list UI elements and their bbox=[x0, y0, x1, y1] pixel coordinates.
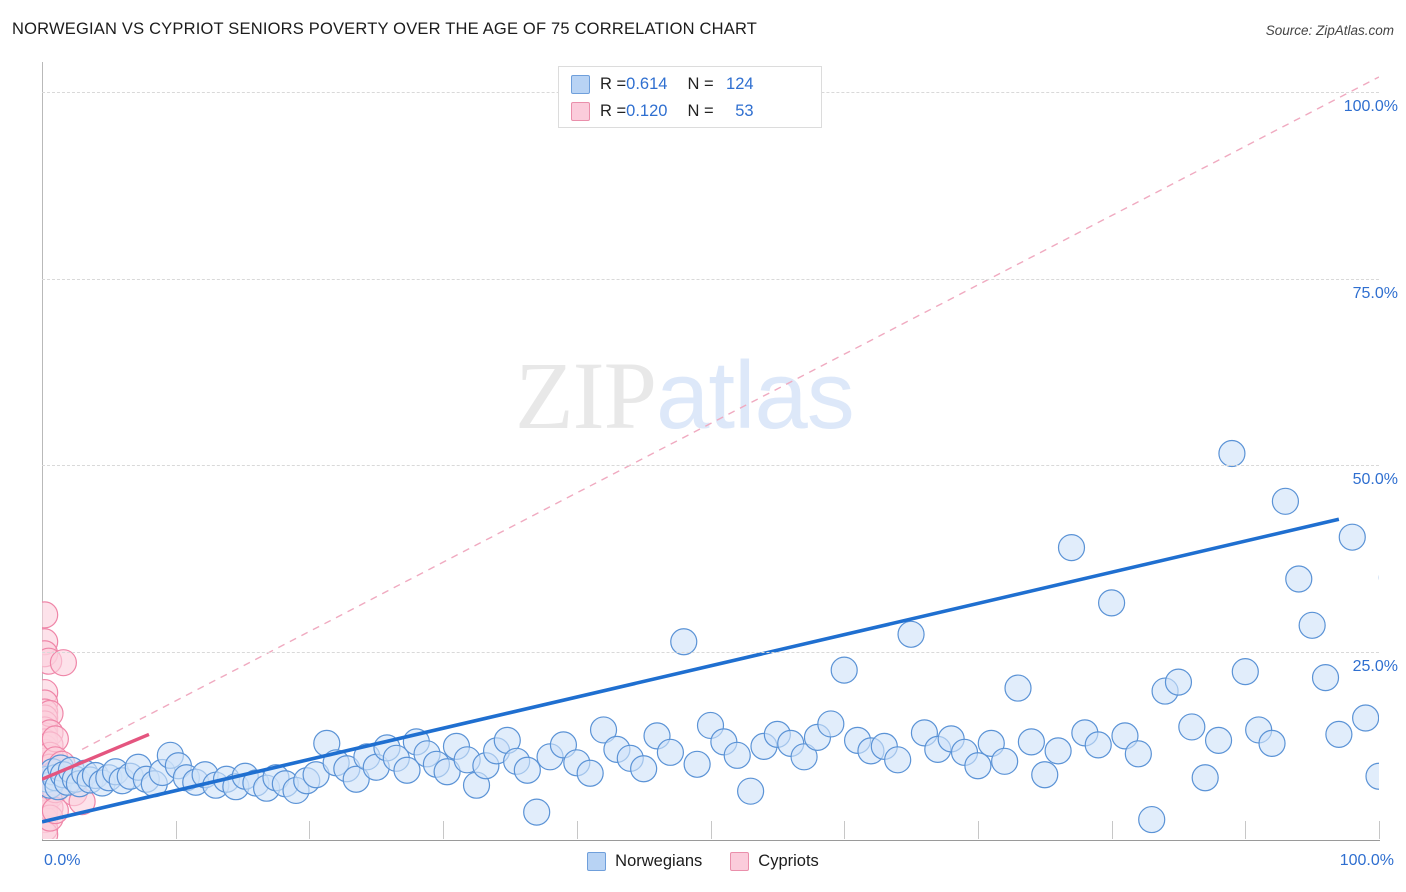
x-axis-tick bbox=[844, 821, 846, 839]
x-axis-tick bbox=[1379, 821, 1380, 839]
legend-label: Cypriots bbox=[758, 852, 819, 870]
scatter-point bbox=[576, 759, 604, 787]
legend-item[interactable]: Norwegians bbox=[587, 852, 702, 871]
scatter-point bbox=[393, 756, 421, 784]
source-attribution: Source: ZipAtlas.com bbox=[1265, 23, 1394, 38]
legend-label: Norwegians bbox=[615, 852, 703, 870]
scatter-point bbox=[42, 601, 59, 629]
y-axis-label: 50.0% bbox=[1352, 471, 1398, 489]
scatter-point bbox=[991, 747, 1019, 775]
y-axis-label: 75.0% bbox=[1352, 284, 1398, 302]
scatter-point bbox=[342, 765, 370, 793]
r-value: 0.614 bbox=[626, 75, 668, 93]
legend-item[interactable]: Cypriots bbox=[730, 852, 819, 871]
x-axis-tick bbox=[1111, 821, 1113, 839]
y-axis-label: 100.0% bbox=[1343, 97, 1398, 115]
n-value: 53 bbox=[735, 102, 754, 120]
r-value: 0.120 bbox=[626, 102, 668, 120]
r-label: R = bbox=[600, 102, 627, 120]
scatter-point bbox=[1084, 731, 1112, 759]
trendline-norwegians bbox=[42, 517, 1340, 824]
scatter-point bbox=[1218, 439, 1246, 468]
x-axis-max-label: 100.0% bbox=[1339, 852, 1394, 869]
y-axis-label: 25.0% bbox=[1352, 658, 1398, 676]
scatter-point bbox=[1298, 611, 1326, 639]
scatter-point bbox=[1164, 668, 1193, 696]
scatter-point bbox=[790, 743, 818, 771]
gridline bbox=[42, 278, 1379, 280]
y-axis-title: Seniors Poverty Over the Age of 75 bbox=[0, 328, 1, 563]
plot-area bbox=[42, 62, 1380, 839]
n-label: N = bbox=[687, 102, 714, 120]
scatter-point bbox=[1031, 761, 1059, 789]
scatter-point bbox=[1285, 565, 1313, 593]
scatter-point bbox=[656, 738, 684, 766]
scatter-point bbox=[630, 755, 658, 783]
scatter-point bbox=[302, 761, 330, 789]
x-axis-tick bbox=[175, 821, 177, 839]
x-axis-tick bbox=[576, 821, 578, 839]
cypriots-swatch-icon bbox=[730, 852, 750, 871]
x-axis-min-label: 0.0% bbox=[44, 852, 81, 869]
scatter-point bbox=[1204, 726, 1233, 754]
r-label: R = bbox=[600, 75, 627, 93]
correlation-stats-box: R = 0.614 N = 124 R = 0.120 N = 53 bbox=[558, 66, 822, 128]
scatter-point bbox=[964, 752, 992, 780]
scatter-point bbox=[1258, 729, 1286, 757]
scatter-point bbox=[1365, 762, 1379, 790]
scatter-point bbox=[1044, 737, 1072, 765]
scatter-point bbox=[49, 649, 77, 677]
norwegians-swatch-icon bbox=[571, 75, 590, 94]
scatter-point bbox=[1057, 534, 1086, 562]
trendline-cypriots bbox=[42, 732, 150, 781]
scatter-point bbox=[1352, 704, 1379, 732]
scatter-point bbox=[670, 628, 698, 656]
x-axis-tick bbox=[977, 821, 979, 839]
scatter-layer bbox=[42, 76, 1379, 839]
scatter-point bbox=[1178, 713, 1206, 741]
scatter-point bbox=[1231, 658, 1259, 686]
scatter-point bbox=[1124, 740, 1152, 768]
n-value: 124 bbox=[726, 75, 754, 93]
scatter-point bbox=[513, 756, 541, 784]
gridline bbox=[42, 465, 1379, 467]
series-legend: Norwegians Cypriots bbox=[0, 852, 1406, 871]
scatter-point bbox=[589, 716, 618, 744]
cypriots-swatch-icon bbox=[571, 102, 590, 121]
scatter-point bbox=[523, 798, 551, 826]
x-axis-tick bbox=[1245, 821, 1247, 839]
scatter-point bbox=[1097, 589, 1126, 617]
page-title: NORWEGIAN VS CYPRIOT SENIORS POVERTY OVE… bbox=[12, 20, 758, 38]
scatter-point bbox=[817, 710, 845, 738]
scatter-point bbox=[737, 777, 765, 805]
scatter-point bbox=[1271, 487, 1300, 515]
x-axis-line bbox=[42, 840, 1380, 841]
scatter-point bbox=[433, 758, 461, 786]
gridline bbox=[42, 652, 1379, 654]
scatter-point bbox=[683, 750, 711, 778]
norwegians-swatch-icon bbox=[587, 852, 607, 871]
scatter-point bbox=[1138, 805, 1166, 834]
scatter-point bbox=[1191, 764, 1219, 792]
x-axis-tick bbox=[309, 821, 311, 839]
stats-row: R = 0.120 N = 53 bbox=[571, 98, 811, 125]
scatter-point bbox=[723, 741, 751, 769]
scatter-point bbox=[1017, 728, 1045, 756]
scatter-point bbox=[1325, 720, 1353, 749]
x-axis-tick bbox=[710, 821, 712, 839]
scatter-point bbox=[897, 620, 925, 648]
scatter-point bbox=[830, 656, 858, 684]
x-axis-tick bbox=[443, 821, 445, 839]
stats-row: R = 0.614 N = 124 bbox=[571, 71, 811, 98]
trendline-projection-cypriots bbox=[81, 76, 1379, 750]
scatter-point bbox=[1004, 674, 1032, 702]
scatter-point bbox=[1311, 664, 1340, 692]
scatter-point bbox=[1338, 523, 1366, 551]
n-label: N = bbox=[687, 75, 714, 93]
scatter-point bbox=[884, 746, 912, 774]
y-axis-line bbox=[42, 62, 43, 841]
